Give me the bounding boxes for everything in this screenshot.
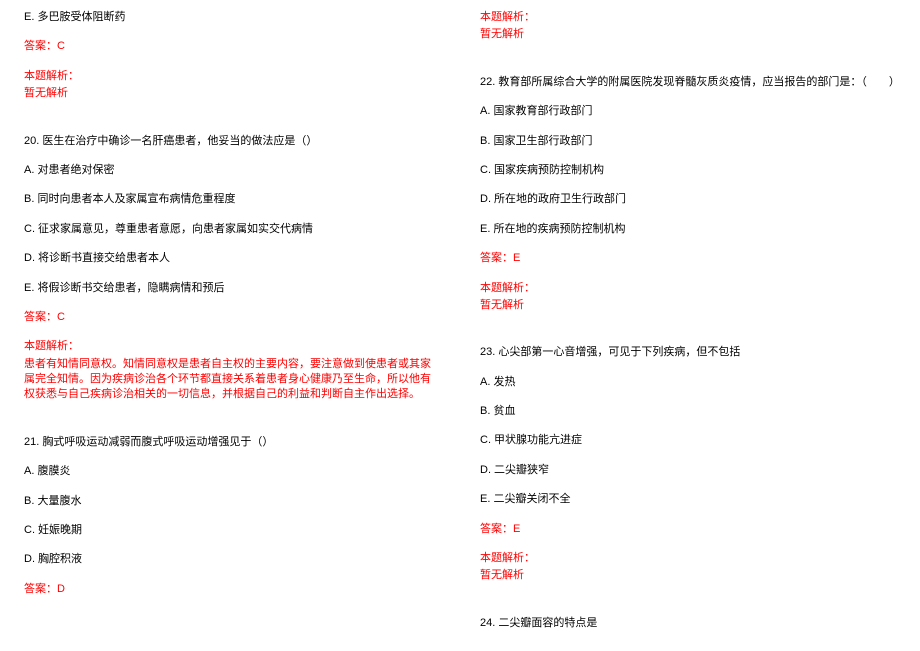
q20-stem: 20. 医生在治疗中确诊一名肝癌患者，他妥当的做法应是（）: [24, 134, 440, 149]
q21-stem: 21. 胸式呼吸运动减弱而腹式呼吸运动增强见于（）: [24, 435, 440, 450]
exam-page: E. 多巴胺受体阻断药 答案：C 本题解析： 暂无解析 20. 医生在治疗中确诊…: [0, 0, 920, 651]
q23-explain-body: 暂无解析: [480, 568, 896, 583]
q23-stem: 23. 心尖部第一心音增强，可见于下列疾病，但不包括: [480, 345, 896, 360]
q19-answer: 答案：C: [24, 39, 440, 54]
q22-answer: 答案：E: [480, 251, 896, 266]
q23-option-b: B. 贫血: [480, 404, 896, 419]
q23-explanation: 本题解析： 暂无解析: [480, 551, 896, 584]
q22-explain-body: 暂无解析: [480, 298, 896, 313]
q21-option-d: D. 胸腔积液: [24, 552, 440, 567]
q22-explain-header: 本题解析：: [480, 281, 896, 296]
spacer: [24, 417, 440, 435]
q21-explain-header: 本题解析：: [480, 10, 896, 25]
q20-explain-header: 本题解析：: [24, 339, 440, 354]
q21-explanation: 本题解析： 暂无解析: [480, 10, 896, 43]
q23-answer: 答案：E: [480, 522, 896, 537]
spacer: [480, 327, 896, 345]
q20-option-b: B. 同时向患者本人及家属宣布病情危重程度: [24, 192, 440, 207]
q24-stem: 24. 二尖瓣面容的特点是: [480, 616, 896, 631]
q20-answer: 答案：C: [24, 310, 440, 325]
q21-option-a: A. 腹膜炎: [24, 464, 440, 479]
q21-option-c: C. 妊娠晚期: [24, 523, 440, 538]
q22-option-a: A. 国家教育部行政部门: [480, 104, 896, 119]
q20-option-d: D. 将诊断书直接交给患者本人: [24, 251, 440, 266]
q19-explain-body: 暂无解析: [24, 86, 440, 101]
q19-option-e: E. 多巴胺受体阻断药: [24, 10, 440, 25]
q20-explain-body: 患者有知情同意权。知情同意权是患者自主权的主要内容，要注意做到使患者或其家属完全…: [24, 357, 440, 403]
spacer: [480, 598, 896, 616]
q19-explain-header: 本题解析：: [24, 69, 440, 84]
q22-option-e: E. 所在地的疾病预防控制机构: [480, 222, 896, 237]
spacer: [480, 57, 896, 75]
q20-option-c: C. 征求家属意见，尊重患者意愿，向患者家属如实交代病情: [24, 222, 440, 237]
q21-option-b: B. 大量腹水: [24, 494, 440, 509]
q19-explanation: 本题解析： 暂无解析: [24, 69, 440, 102]
q21-answer: 答案：D: [24, 582, 440, 597]
q23-option-c: C. 甲状腺功能亢进症: [480, 433, 896, 448]
q23-option-a: A. 发热: [480, 375, 896, 390]
q22-option-c: C. 国家疾病预防控制机构: [480, 163, 896, 178]
q22-option-b: B. 国家卫生部行政部门: [480, 134, 896, 149]
q21-explain-body: 暂无解析: [480, 27, 896, 42]
q20-option-e: E. 将假诊断书交给患者，隐瞒病情和预后: [24, 281, 440, 296]
spacer: [24, 116, 440, 134]
q20-explanation: 本题解析： 患者有知情同意权。知情同意权是患者自主权的主要内容，要注意做到使患者…: [24, 339, 440, 403]
q23-option-d: D. 二尖瓣狭窄: [480, 463, 896, 478]
q20-option-a: A. 对患者绝对保密: [24, 163, 440, 178]
q22-option-d: D. 所在地的政府卫生行政部门: [480, 192, 896, 207]
q22-stem: 22. 教育部所属综合大学的附属医院发现脊髓灰质炎疫情，应当报告的部门是：（ ）: [480, 75, 896, 90]
q23-option-e: E. 二尖瓣关闭不全: [480, 492, 896, 507]
q23-explain-header: 本题解析：: [480, 551, 896, 566]
q22-explanation: 本题解析： 暂无解析: [480, 281, 896, 314]
